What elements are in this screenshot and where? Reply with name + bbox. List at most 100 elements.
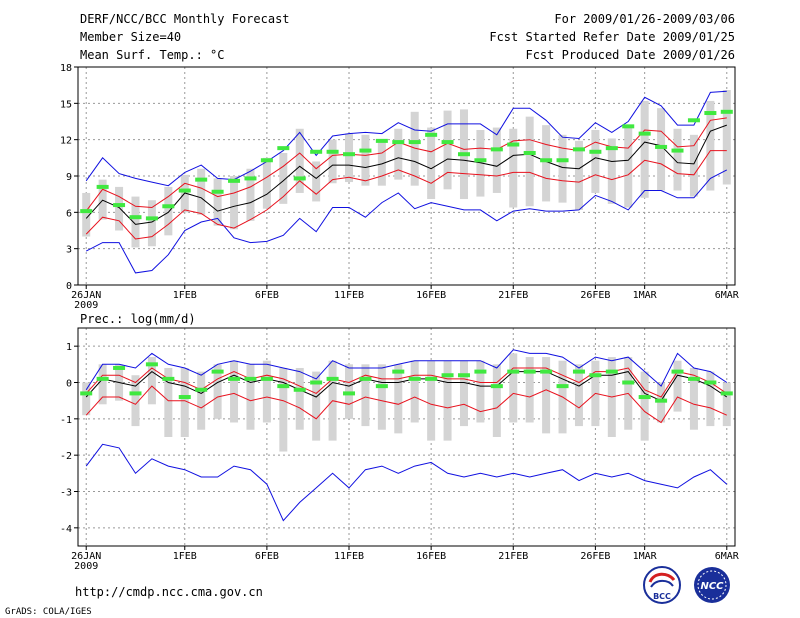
temp-range-bar bbox=[558, 134, 567, 203]
temp-climatology-mark bbox=[178, 188, 191, 193]
temp-range-bar bbox=[427, 127, 436, 200]
precip-climatology-mark bbox=[80, 391, 93, 396]
precip-xtick-label: 1FEB bbox=[173, 551, 197, 562]
precip-climatology-mark bbox=[638, 395, 651, 400]
temp-climatology-mark bbox=[540, 158, 553, 163]
member-size: Member Size=40 bbox=[80, 30, 181, 44]
temp-climatology-mark bbox=[113, 203, 126, 208]
precip-climatology-mark bbox=[113, 365, 126, 370]
temp-climatology-mark bbox=[211, 189, 224, 194]
precip-climatology-mark bbox=[572, 369, 585, 374]
precip-climatology-mark bbox=[441, 373, 454, 378]
precip-range-bar bbox=[82, 382, 91, 416]
temp-climatology-mark bbox=[96, 184, 109, 189]
precip-range-bar bbox=[213, 364, 222, 419]
temp-range-bar bbox=[640, 100, 649, 198]
precip-xtick-label: 21FEB bbox=[498, 551, 528, 562]
figure-title: DERF/NCC/BCC Monthly Forecast bbox=[80, 12, 290, 26]
temp-climatology-mark bbox=[605, 146, 618, 151]
precip-climatology-mark bbox=[671, 369, 684, 374]
precip-climatology-mark bbox=[457, 373, 470, 378]
forecast-period: For 2009/01/26-2009/03/06 bbox=[554, 12, 735, 26]
temp-climatology-mark bbox=[195, 177, 208, 182]
precip-series-lower bbox=[85, 385, 728, 424]
precip-climatology-mark bbox=[129, 391, 142, 396]
precip-range-bar bbox=[164, 367, 173, 437]
precip-climatology-mark bbox=[260, 376, 273, 381]
temp-range-bar bbox=[673, 128, 682, 191]
precip-range-bar bbox=[443, 360, 452, 441]
precip-ytick-label: 1 bbox=[66, 342, 72, 353]
precip-climatology-mark bbox=[310, 380, 323, 385]
precip-ytick-label: -3 bbox=[60, 488, 72, 499]
source-url[interactable]: http://cmdp.ncc.cma.gov.cn bbox=[75, 585, 263, 599]
precip-xtick-label: 26FEB bbox=[580, 551, 610, 562]
temp-ytick-label: 12 bbox=[60, 136, 72, 147]
precip-climatology-mark bbox=[326, 376, 339, 381]
temp-range-bar bbox=[246, 168, 255, 221]
temp-range-bar bbox=[542, 125, 551, 202]
variable-label: Mean Surf. Temp.: °C bbox=[80, 48, 225, 62]
temp-range-bar bbox=[361, 134, 370, 186]
temp-xtick-year: 2009 bbox=[74, 300, 98, 311]
precip-ytick-label: -1 bbox=[60, 415, 72, 426]
temp-series-upper bbox=[85, 117, 727, 212]
temp-range-bar bbox=[312, 161, 321, 202]
temp-climatology-mark bbox=[392, 140, 405, 145]
precip-range-bar bbox=[706, 371, 715, 427]
precip-xtick-label: 11FEB bbox=[334, 551, 364, 562]
temp-range-bar bbox=[410, 111, 419, 186]
temp-climatology-mark bbox=[408, 140, 421, 145]
precip-climatology-mark bbox=[655, 398, 668, 403]
precip-climatology-mark bbox=[622, 380, 635, 385]
temp-range-bar bbox=[443, 110, 452, 190]
temp-xtick-label: 6FEB bbox=[255, 290, 279, 301]
temp-range-bar bbox=[492, 127, 501, 193]
precip-range-bar bbox=[131, 375, 140, 427]
temp-xtick-label: 1FEB bbox=[173, 290, 197, 301]
temp-climatology-mark bbox=[277, 146, 290, 151]
precip-climatology-mark bbox=[540, 369, 553, 374]
temp-range-bar bbox=[722, 90, 731, 185]
precip-climatology-mark bbox=[425, 376, 438, 381]
temp-climatology-mark bbox=[622, 124, 635, 129]
precip-xtick-label: 1MAR bbox=[633, 551, 658, 562]
precip-range-bar bbox=[230, 360, 239, 423]
temp-climatology-mark bbox=[655, 144, 668, 149]
grads-credit: GrADS: COLA/IGES bbox=[5, 607, 92, 617]
temp-ytick-label: 0 bbox=[66, 281, 72, 292]
temp-climatology-mark bbox=[326, 149, 339, 154]
precip-range-bar bbox=[673, 360, 682, 412]
temp-climatology-mark bbox=[145, 216, 158, 221]
temp-xtick-label: 21FEB bbox=[498, 290, 528, 301]
precip-range-bar bbox=[509, 353, 518, 423]
precip-xtick-label: 6FEB bbox=[255, 551, 279, 562]
precip-climatology-mark bbox=[375, 384, 388, 389]
precip-xtick-year: 2009 bbox=[74, 561, 98, 572]
temp-range-bar bbox=[706, 100, 715, 191]
temp-range-bar bbox=[345, 133, 354, 183]
precip-climatology-mark bbox=[392, 369, 405, 374]
precip-climatology-mark bbox=[490, 384, 503, 389]
temp-ytick-label: 15 bbox=[60, 99, 72, 110]
temp-climatology-mark bbox=[638, 131, 651, 136]
precip-series-min bbox=[85, 443, 728, 522]
temp-climatology-mark bbox=[490, 147, 503, 152]
temp-climatology-mark bbox=[720, 109, 733, 114]
precip-ytick-label: -2 bbox=[60, 451, 72, 462]
precip-ytick-label: -4 bbox=[60, 524, 72, 535]
precip-range-bar bbox=[147, 357, 156, 405]
precip-climatology-mark bbox=[277, 384, 290, 389]
temp-range-bar bbox=[328, 139, 337, 184]
temp-range-bar bbox=[591, 129, 600, 193]
temp-climatology-mark bbox=[359, 148, 372, 153]
precip-range-bar bbox=[689, 367, 698, 430]
temp-series-mean bbox=[85, 124, 727, 225]
precip-range-bar bbox=[312, 371, 321, 441]
temp-range-bar bbox=[279, 152, 288, 204]
precip-climatology-mark bbox=[605, 369, 618, 374]
precip-range-bar bbox=[394, 364, 403, 434]
temp-climatology-mark bbox=[457, 152, 470, 157]
precip-range-bar bbox=[525, 357, 534, 423]
